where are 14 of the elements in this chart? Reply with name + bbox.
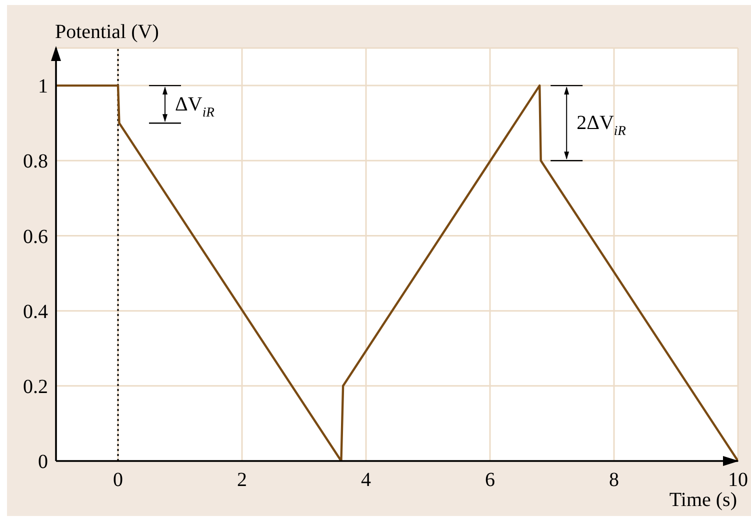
y-tick-label: 0.8 (23, 150, 48, 173)
y-tick-label: 0.2 (23, 376, 48, 398)
x-tick-label: 0 (113, 469, 123, 492)
y-axis-title: Potential (V) (55, 20, 159, 44)
x-tick-label: 8 (609, 469, 619, 492)
x-tick-label: 6 (485, 469, 495, 492)
y-tick-label: 0.6 (23, 226, 48, 248)
x-tick-label: 2 (237, 469, 247, 492)
annotation: 2ΔV$_{iR}$ (576, 112, 627, 138)
y-tick-label: 0 (38, 451, 48, 474)
y-tick-label: 1 (38, 76, 48, 98)
x-tick-label: 4 (361, 469, 371, 492)
annotation: ΔV$_{iR}$ (175, 93, 216, 120)
y-tick-label: 0.4 (23, 300, 48, 323)
